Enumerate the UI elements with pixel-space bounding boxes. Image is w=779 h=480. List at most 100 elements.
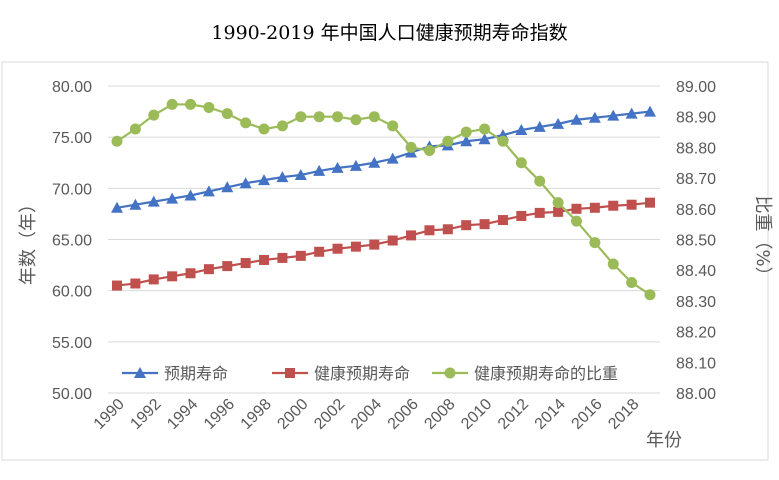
data-point-circle: [460, 126, 472, 138]
data-point-circle: [607, 258, 619, 270]
y2-tick-label: 88.90: [676, 110, 716, 127]
data-point-circle: [313, 111, 325, 123]
data-point-circle: [515, 157, 527, 169]
y2-tick-label: 88.40: [676, 263, 716, 280]
chart-frame: [1, 61, 769, 461]
data-point-square: [185, 268, 196, 279]
data-point-square: [608, 200, 619, 211]
x-tick-label: 2014: [532, 396, 569, 433]
x-tick-label: 2018: [605, 396, 642, 433]
data-point-triangle: [258, 174, 271, 186]
data-point-circle: [185, 98, 197, 110]
y2-tick-label: 88.50: [676, 233, 716, 250]
data-point-square: [553, 206, 564, 217]
x-axis-label: 年份: [646, 430, 682, 451]
x-tick-label: 2002: [311, 396, 348, 433]
data-point-triangle: [294, 169, 307, 181]
data-point-square: [406, 230, 417, 241]
x-tick-label: 1994: [164, 396, 201, 433]
chart-title: 1990-2019 年中国人口健康预期寿命指数: [211, 22, 568, 44]
data-point-circle: [368, 111, 380, 123]
data-point-triangle: [202, 185, 215, 197]
data-point-triangle: [588, 111, 601, 123]
x-tick-label: 2006: [385, 396, 422, 433]
y-tick-label: 75.00: [52, 130, 92, 147]
data-point-triangle: [570, 113, 583, 125]
data-point-circle: [570, 215, 582, 227]
legend-item: 健康预期寿命: [272, 364, 410, 383]
data-point-triangle: [386, 152, 399, 164]
data-point-square: [626, 199, 637, 210]
data-point-circle: [240, 117, 252, 129]
data-point-square: [285, 368, 295, 378]
y-tick-label: 55.00: [52, 335, 92, 352]
y2-tick-label: 88.00: [676, 386, 716, 403]
data-point-circle: [258, 123, 270, 135]
data-point-circle: [589, 237, 601, 249]
series-line: [116, 103, 651, 296]
data-point-square: [240, 258, 251, 269]
data-point-square: [516, 210, 527, 221]
series-line: [116, 110, 651, 209]
data-point-circle: [276, 120, 288, 132]
data-point-square: [571, 203, 582, 214]
y2-tick-label: 89.00: [676, 79, 716, 96]
data-point-square: [112, 280, 122, 291]
data-point-triangle: [111, 201, 123, 213]
y-tick-label: 65.00: [52, 233, 92, 250]
data-point-circle: [423, 144, 435, 156]
data-point-triangle: [129, 198, 142, 210]
data-point-triangle: [313, 164, 326, 176]
y2-tick-label: 88.30: [676, 294, 716, 311]
x-tick-label: 1992: [127, 396, 164, 433]
data-point-square: [295, 250, 306, 261]
x-tick-label: 2010: [458, 396, 495, 433]
y2-tick-label: 88.10: [676, 355, 716, 372]
data-point-triangle: [331, 161, 344, 173]
data-point-triangle: [276, 171, 289, 183]
data-point-circle: [442, 135, 454, 147]
y2-axis-label: 比重（%）: [752, 195, 773, 284]
legend-label: 预期寿命: [164, 364, 228, 383]
y2-tick-label: 88.70: [676, 171, 716, 188]
data-point-circle: [148, 109, 160, 121]
x-tick-label: 1998: [238, 396, 275, 433]
data-point-circle: [479, 123, 491, 135]
y2-tick-label: 88.20: [676, 325, 716, 342]
y-tick-label: 60.00: [52, 284, 92, 301]
data-point-triangle: [368, 156, 381, 168]
legend-label: 健康预期寿命的比重: [474, 364, 618, 383]
data-point-circle: [444, 367, 456, 379]
x-tick-label: 1990: [91, 396, 128, 433]
data-point-square: [497, 215, 508, 226]
x-tick-label: 1996: [201, 396, 238, 433]
data-point-triangle: [460, 135, 473, 147]
data-point-circle: [626, 276, 638, 288]
data-point-triangle: [644, 105, 656, 117]
data-point-square: [424, 225, 435, 236]
data-point-circle: [497, 135, 509, 147]
data-point-circle: [644, 289, 656, 301]
x-tick-label: 2012: [495, 396, 532, 433]
data-point-square: [259, 254, 270, 265]
x-tick-label: 2008: [421, 396, 458, 433]
data-point-triangle: [607, 109, 620, 121]
data-point-triangle: [478, 133, 491, 145]
data-point-square: [203, 264, 214, 275]
data-point-square: [332, 243, 343, 254]
x-tick-label: 2016: [569, 396, 606, 433]
data-point-triangle: [184, 189, 197, 201]
x-tick-label: 2000: [274, 396, 311, 433]
data-point-square: [350, 241, 361, 252]
data-point-triangle: [349, 159, 362, 171]
data-point-circle: [534, 175, 546, 187]
data-point-square: [589, 202, 600, 213]
data-point-square: [314, 246, 325, 257]
data-point-square: [148, 274, 159, 285]
y-tick-label: 50.00: [52, 386, 92, 403]
data-point-triangle: [147, 195, 160, 207]
y-axis-label: 年数（年）: [18, 195, 39, 285]
y2-tick-label: 88.60: [676, 202, 716, 219]
data-point-square: [645, 197, 655, 208]
